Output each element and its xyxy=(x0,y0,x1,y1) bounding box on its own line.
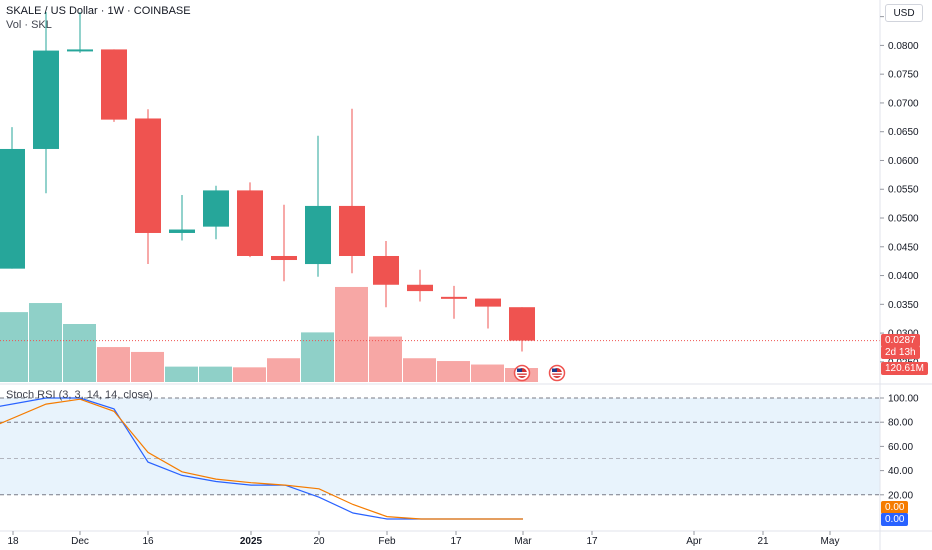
flag-canton xyxy=(552,368,557,372)
candle-body xyxy=(373,255,399,285)
candles xyxy=(0,12,535,352)
candle-body xyxy=(339,205,365,256)
flag-stripe xyxy=(552,374,562,377)
stoch-tick-label: 100.00 xyxy=(888,394,919,405)
candle-body xyxy=(237,190,263,256)
stoch-d-tag: 0.00 xyxy=(881,501,909,514)
price-tick-label: 0.0550 xyxy=(888,185,919,196)
price-tick-label: 0.0700 xyxy=(888,98,919,109)
flag-stripe xyxy=(552,372,562,374)
flag-stripe xyxy=(517,374,527,377)
volume-legend[interactable]: Vol · SKL xyxy=(6,19,52,31)
time-tick-label: 20 xyxy=(313,536,325,547)
stoch-tick-label: 60.00 xyxy=(888,442,913,453)
event-icons xyxy=(513,364,566,382)
time-tick-label: 21 xyxy=(757,536,769,547)
volume-bar xyxy=(369,336,402,382)
volume-bar xyxy=(199,366,232,382)
volume-bar xyxy=(29,303,62,382)
candle-body xyxy=(305,205,331,265)
time-tick-label: 16 xyxy=(142,536,154,547)
price-tick-label: 0.0400 xyxy=(888,271,919,282)
price-tick-label: 0.0350 xyxy=(888,300,919,311)
volume-bar xyxy=(0,312,28,382)
time-tick-label: Dec xyxy=(71,536,89,547)
volume-bar xyxy=(301,332,334,382)
volume-bar xyxy=(131,351,164,382)
candle-body xyxy=(203,190,229,227)
stoch-tick-label: 80.00 xyxy=(888,418,913,429)
last-price-tag: 0.0287 xyxy=(881,334,920,347)
volume-bar xyxy=(165,366,198,382)
price-tick-label: 0.0750 xyxy=(888,70,919,81)
volume-bar xyxy=(403,358,436,382)
flag-stripe xyxy=(517,372,527,374)
candle-body xyxy=(407,284,433,292)
countdown-tag: 2d 13h xyxy=(881,346,920,359)
volume-tag: 120.61M xyxy=(881,362,928,375)
time-tick-label: 18 xyxy=(7,536,19,547)
price-axis[interactable]: 0.08500.08000.07500.07000.06500.06000.05… xyxy=(879,0,919,550)
stoch-rsi-legend[interactable]: Stoch RSI (3, 3, 14, 14, close) xyxy=(6,389,153,401)
time-tick-label: 2025 xyxy=(240,536,263,547)
price-tick-label: 0.0800 xyxy=(888,41,919,52)
candle-body xyxy=(271,255,297,261)
candle-body xyxy=(441,296,467,299)
price-tick-label: 0.0500 xyxy=(888,214,919,225)
symbol-title[interactable]: SKALE / US Dollar · 1W · COINBASE xyxy=(6,5,191,17)
candle-body xyxy=(101,49,127,120)
candle-body xyxy=(475,298,501,307)
volume-bar xyxy=(437,361,470,382)
price-tick-label: 0.0650 xyxy=(888,127,919,138)
us-flag-event-icon xyxy=(548,364,566,382)
time-tick-label: 17 xyxy=(586,536,598,547)
stoch-band-fill xyxy=(0,398,880,495)
flag-canton xyxy=(517,368,522,372)
candle-body xyxy=(509,307,535,341)
time-tick-label: Feb xyxy=(378,536,396,547)
volume-bars xyxy=(0,286,538,382)
candle-body xyxy=(67,49,93,52)
time-tick-label: 17 xyxy=(450,536,462,547)
stoch-tick-label: 40.00 xyxy=(888,466,913,477)
price-tick-label: 0.0600 xyxy=(888,156,919,167)
currency-button[interactable]: USD xyxy=(885,4,923,22)
stoch-d-line xyxy=(0,398,523,520)
candle-body xyxy=(33,50,59,149)
us-flag-event-icon xyxy=(513,364,531,382)
volume-bar xyxy=(335,286,368,382)
volume-bar xyxy=(233,367,266,382)
stoch-rsi-panel xyxy=(0,397,880,520)
time-tick-label: Mar xyxy=(514,536,532,547)
time-tick-label: Apr xyxy=(686,536,702,547)
candle-body xyxy=(0,148,25,269)
candle-body xyxy=(135,118,161,233)
time-axis[interactable]: 18 Dec 16 2025 20 Feb 17 Mar 17 Apr 21 May xyxy=(0,530,932,547)
volume-bar xyxy=(267,358,300,382)
stoch-k-tag: 0.00 xyxy=(881,513,909,526)
time-tick-label: May xyxy=(821,536,840,547)
volume-bar xyxy=(471,364,504,382)
price-tick-label: 0.0450 xyxy=(888,242,919,253)
candle-body xyxy=(169,229,195,233)
stoch-k-line xyxy=(0,397,523,520)
volume-bar xyxy=(63,323,96,382)
volume-bar xyxy=(97,347,130,382)
stoch-tick-label: 20.00 xyxy=(888,490,913,501)
